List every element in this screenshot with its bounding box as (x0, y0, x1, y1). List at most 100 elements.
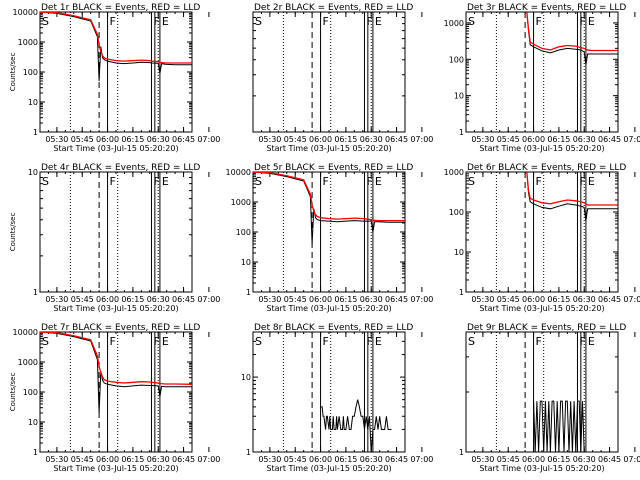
x-tick-label: 06:15 (334, 135, 357, 144)
lld-series-line (526, 12, 618, 52)
panel-title: Det 3r BLACK = Events, RED = LLD (467, 3, 626, 13)
x-tick-label: 06:30 (147, 455, 170, 464)
x-axis-label: Start Time (03-Jul-15 05:20:20) (53, 144, 178, 153)
marker-label-e: E (162, 15, 169, 28)
y-tick-label: 10 (28, 418, 38, 427)
x-tick-label: 06:30 (147, 135, 170, 144)
panel-title: Det 2r BLACK = Events, RED = LLD (254, 3, 413, 13)
y-tick-label: 1 (33, 128, 38, 137)
marker-label-s: S (255, 15, 262, 28)
x-tick-label: 06:30 (360, 455, 383, 464)
events-series-line (533, 400, 585, 452)
y-tick-label: 10 (454, 92, 464, 101)
x-axis-label: Start Time (03-Jul-15 05:20:20) (53, 304, 178, 313)
y-axis-label: Counts/sec (9, 213, 17, 252)
x-tick-label: 06:00 (522, 295, 545, 304)
panel-8: Det 8r BLACK = Events, RED = LLD 1 10 05:30… (241, 323, 434, 473)
x-tick-label: 06:00 (309, 135, 332, 144)
marker-label-f: F (579, 15, 585, 28)
x-axis-label: Start Time (03-Jul-15 05:20:20) (266, 144, 391, 153)
marker-label-e: E (162, 175, 169, 188)
y-tick-label: 10 (28, 168, 38, 177)
marker-label-e: E (588, 175, 595, 188)
y-axis-label: Counts/sec (9, 53, 17, 92)
marker-label-e: E (375, 175, 382, 188)
x-tick-label: 06:00 (309, 295, 332, 304)
x-tick-label: 07:00 (197, 295, 220, 304)
marker-label-f: F (323, 335, 329, 348)
marker-label-f: F (153, 335, 159, 348)
x-tick-label: 06:15 (334, 455, 357, 464)
panel-6: Det 6r BLACK = Events, RED = LLD 1 10 100 10… (444, 163, 640, 313)
y-tick-label: 1 (246, 288, 251, 297)
marker-label-e: E (375, 15, 382, 28)
x-tick-label: 05:45 (497, 295, 520, 304)
x-tick-label: 06:30 (573, 135, 596, 144)
y-tick-label: 10 (28, 98, 38, 107)
x-tick-label: 07:00 (410, 455, 433, 464)
y-tick-label: 1 (33, 448, 38, 457)
x-tick-label: 05:45 (71, 295, 94, 304)
panel-5: Det 5r BLACK = Events, RED = LLD 1 10 100 10… (226, 163, 434, 313)
panel-2: Det 2r BLACK = Events, RED = LLD 05:30 05:… (252, 3, 433, 153)
marker-label-e: E (588, 15, 595, 28)
marker-label-f: F (579, 335, 585, 348)
x-tick-label: 05:45 (284, 135, 307, 144)
x-tick-label: 05:30 (258, 455, 281, 464)
x-tick-label: 06:00 (522, 135, 545, 144)
marker-label-e: E (375, 335, 382, 348)
x-tick-label: 07:00 (623, 455, 640, 464)
panel-title: Det 8r BLACK = Events, RED = LLD (254, 323, 413, 333)
panel-title: Det 6r BLACK = Events, RED = LLD (467, 163, 626, 173)
x-axis-label: Start Time (03-Jul-15 05:20:20) (53, 464, 178, 473)
y-tick-label: 1 (459, 128, 464, 137)
events-series-line (526, 12, 618, 65)
y-tick-label: 100 (449, 208, 464, 217)
x-tick-label: 05:45 (497, 455, 520, 464)
events-series-line (40, 332, 192, 414)
x-tick-label: 06:45 (385, 135, 408, 144)
panel-4: Det 4r BLACK = Events, RED = LLD 1 10 05:30… (9, 163, 220, 313)
marker-label-s: S (42, 175, 49, 188)
y-tick-label: 1000 (18, 358, 38, 367)
y-tick-label: 100 (23, 68, 38, 77)
x-axis-label: Start Time (03-Jul-15 05:20:20) (479, 144, 604, 153)
y-tick-label: 1000 (444, 168, 464, 177)
y-tick-label: 1 (33, 288, 38, 297)
y-axis-label: Counts/sec (9, 373, 17, 412)
marker-label-f: F (110, 15, 116, 28)
x-tick-label: 06:45 (172, 135, 195, 144)
x-tick-label: 06:45 (598, 455, 621, 464)
x-tick-label: 05:30 (471, 295, 494, 304)
panel-title: Det 9r BLACK = Events, RED = LLD (467, 323, 626, 333)
marker-label-f: F (110, 335, 116, 348)
panel-9: Det 9r BLACK = Events, RED = LLD 1 05:30 05… (459, 323, 640, 473)
y-tick-label: 1 (246, 448, 251, 457)
x-tick-label: 06:15 (547, 135, 570, 144)
marker-label-e: E (162, 335, 169, 348)
x-tick-label: 07:00 (623, 295, 640, 304)
y-tick-label: 100 (449, 55, 464, 64)
marker-label-f: F (366, 15, 372, 28)
x-tick-label: 05:45 (497, 135, 520, 144)
y-tick-label: 100 (23, 388, 38, 397)
x-tick-label: 05:30 (258, 295, 281, 304)
x-tick-label: 05:45 (71, 135, 94, 144)
panel-1: Det 1r BLACK = Events, RED = LLD 1 10 100 10… (9, 3, 220, 153)
x-tick-label: 06:15 (547, 455, 570, 464)
x-tick-label: 06:45 (385, 455, 408, 464)
y-tick-label: 10000 (226, 168, 251, 177)
marker-label-s: S (468, 15, 475, 28)
y-tick-label: 10 (241, 373, 251, 382)
y-tick-label: 1 (459, 448, 464, 457)
x-tick-label: 06:00 (309, 455, 332, 464)
panel-title: Det 5r BLACK = Events, RED = LLD (254, 163, 413, 173)
y-tick-label: 1000 (231, 198, 251, 207)
x-tick-label: 07:00 (197, 135, 220, 144)
events-series-line (526, 172, 618, 221)
x-tick-label: 06:30 (360, 295, 383, 304)
panel-7: Det 7r BLACK = Events, RED = LLD 1 10 100 10… (9, 323, 220, 473)
x-tick-label: 06:45 (385, 295, 408, 304)
x-tick-label: 05:30 (45, 455, 68, 464)
